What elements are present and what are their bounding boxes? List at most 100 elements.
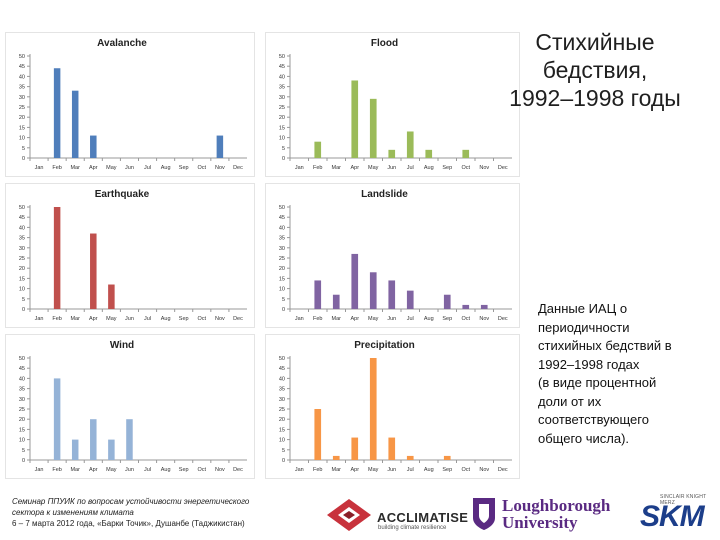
chart-frame xyxy=(5,32,255,177)
x-tick-label: Sep xyxy=(442,316,452,322)
x-tick-label: Jan xyxy=(35,165,44,171)
side-note-line: стихийных бедствий в xyxy=(538,338,672,353)
bar xyxy=(369,272,377,309)
bar xyxy=(90,233,97,309)
slide-title-line: бедствия, xyxy=(542,57,648,83)
y-tick-label: 30 xyxy=(279,95,285,101)
y-tick-label: 10 xyxy=(19,136,25,142)
x-tick-label: Jan xyxy=(295,467,304,473)
side-note-line: 1992–1998 годах xyxy=(538,356,640,372)
x-tick-label: Nov xyxy=(479,316,489,322)
y-tick-label: 5 xyxy=(282,448,285,454)
y-tick-label: 10 xyxy=(19,287,25,293)
bar xyxy=(388,280,396,309)
footer-line: Семинар ППУИК по вопросам устойчивости э… xyxy=(12,497,250,506)
y-tick-label: 10 xyxy=(279,136,285,142)
bar xyxy=(108,284,115,309)
side-note-line: Данные ИАЦ о xyxy=(538,301,628,316)
loughborough-line: Loughborough xyxy=(502,496,611,515)
x-tick-label: Jul xyxy=(407,165,414,171)
bar xyxy=(462,149,470,158)
x-tick-label: Feb xyxy=(313,316,322,322)
y-tick-label: 50 xyxy=(279,205,285,211)
side-note-line: периодичности xyxy=(538,319,630,335)
y-tick-label: 40 xyxy=(279,74,285,80)
x-tick-label: Jun xyxy=(387,165,396,171)
y-tick-label: 5 xyxy=(282,146,285,152)
loughborough-name: Loughborough University xyxy=(502,497,610,531)
y-tick-label: 15 xyxy=(279,125,285,131)
bar xyxy=(126,419,133,460)
y-tick-label: 45 xyxy=(19,366,25,372)
y-tick-label: 20 xyxy=(19,115,25,121)
y-tick-label: 20 xyxy=(279,115,285,121)
chart-svg: Earthquake 0 5 10 15 20 25 30 35 40 45 50 Jan Feb Mar A… xyxy=(5,183,255,328)
y-tick-label: 35 xyxy=(19,387,25,393)
x-tick-label: Jul xyxy=(144,165,151,171)
y-tick-label: 50 xyxy=(279,54,285,60)
skm-tagline: SINCLAIR KNIGHT MERZ xyxy=(660,494,707,506)
y-tick-label: 45 xyxy=(279,366,285,372)
bar xyxy=(406,131,414,158)
x-tick-label: Dec xyxy=(233,467,243,473)
chart-svg: Precipitation 0 5 10 15 20 25 30 35 40 45 50 Jan Feb M… xyxy=(265,334,520,479)
chart-svg: Avalanche 0 5 10 15 20 25 30 35 40 45 50 Jan Feb Mar Ap… xyxy=(5,32,255,177)
bar xyxy=(406,455,414,460)
y-tick-label: 15 xyxy=(19,427,25,433)
x-tick-label: Oct xyxy=(461,165,470,171)
y-tick-label: 20 xyxy=(19,266,25,272)
y-tick-label: 35 xyxy=(19,85,25,91)
x-tick-label: Jun xyxy=(387,467,396,473)
bar xyxy=(369,98,377,158)
x-tick-label: Sep xyxy=(179,467,189,473)
x-tick-label: Dec xyxy=(233,165,243,171)
x-tick-label: Feb xyxy=(52,467,61,473)
y-tick-label: 0 xyxy=(22,307,25,313)
x-tick-label: Feb xyxy=(313,165,322,171)
x-tick-label: May xyxy=(106,316,117,322)
x-tick-label: Apr xyxy=(89,165,98,171)
bar xyxy=(388,437,396,460)
bar xyxy=(351,80,359,158)
y-tick-label: 45 xyxy=(279,215,285,221)
chart-landslide: Landslide 0 5 10 15 20 25 30 35 40 45 50 Jan Feb Mar Ap… xyxy=(265,183,520,328)
bar xyxy=(332,455,340,460)
bar xyxy=(216,135,224,158)
y-tick-label: 0 xyxy=(282,458,285,464)
y-tick-label: 50 xyxy=(19,54,25,60)
x-tick-label: Dec xyxy=(233,316,243,322)
x-tick-label: Mar xyxy=(332,165,342,171)
x-tick-label: Apr xyxy=(350,316,359,322)
bar xyxy=(443,455,451,460)
y-tick-label: 20 xyxy=(279,266,285,272)
x-tick-label: Mar xyxy=(70,165,80,171)
y-tick-label: 15 xyxy=(19,276,25,282)
bar xyxy=(406,290,414,309)
chart-avalanche: Avalanche 0 5 10 15 20 25 30 35 40 45 50 Jan Feb Mar Ap… xyxy=(5,32,255,177)
y-tick-label: 40 xyxy=(19,74,25,80)
x-tick-label: Nov xyxy=(479,467,489,473)
side-note-line: соответствующего xyxy=(538,412,649,427)
x-tick-label: Sep xyxy=(442,165,452,171)
x-tick-label: Jan xyxy=(295,165,304,171)
side-note: Данные ИАЦ о периодичности стихийных бед… xyxy=(538,300,678,448)
chart-wind: Wind 0 5 10 15 20 25 30 35 40 45 50 Jan Feb Mar Apr May J… xyxy=(5,334,255,479)
x-tick-label: Nov xyxy=(215,467,225,473)
y-tick-label: 15 xyxy=(19,125,25,131)
x-tick-label: Oct xyxy=(461,316,470,322)
x-tick-label: Jul xyxy=(407,316,414,322)
x-tick-label: May xyxy=(368,316,379,322)
x-tick-label: Apr xyxy=(89,316,98,322)
bar xyxy=(53,378,61,460)
x-tick-label: Jun xyxy=(125,316,134,322)
y-tick-label: 0 xyxy=(282,307,285,313)
footer-date: 6 – 7 марта 2012 года, «Барки Точик», Ду… xyxy=(12,519,245,528)
x-tick-label: Jan xyxy=(295,316,304,322)
x-tick-label: Apr xyxy=(89,467,98,473)
y-tick-label: 10 xyxy=(279,438,285,444)
y-tick-label: 10 xyxy=(279,287,285,293)
bar xyxy=(71,439,79,460)
y-tick-label: 20 xyxy=(19,417,25,423)
x-tick-label: Aug xyxy=(424,467,434,473)
slide-title-line: Стихийные xyxy=(535,29,655,55)
